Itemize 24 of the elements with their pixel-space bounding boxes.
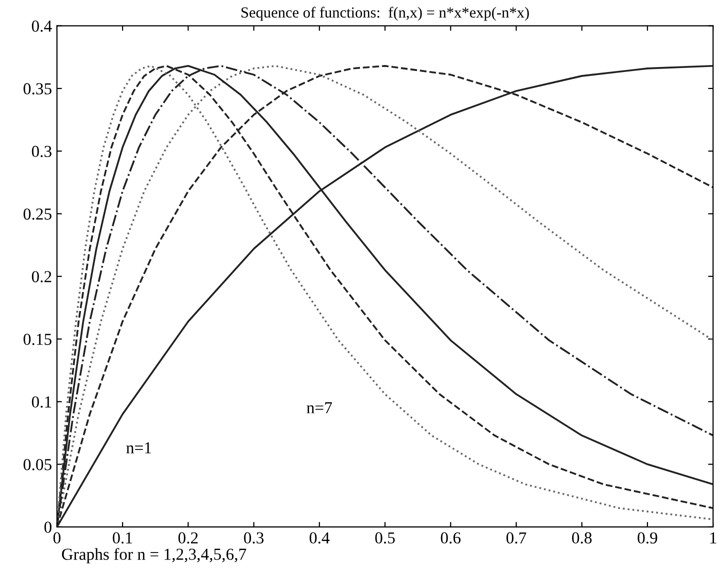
x-tick-label: 0 (53, 532, 60, 544)
y-tick-label: 0 (44, 522, 52, 533)
y-tick-label: 0.35 (24, 83, 52, 94)
y-tick-label: 0.4 (32, 20, 52, 32)
x-tick-label: 0.6 (440, 532, 461, 544)
x-tick-label: 0.4 (310, 532, 330, 544)
y-tick-label: 0.1 (32, 396, 52, 408)
y-tick-label: 0.15 (24, 334, 52, 346)
x-tick-label: 0.9 (638, 532, 658, 544)
y-tick-label: 0.3 (32, 146, 52, 158)
x-tick-label: 1 (710, 532, 716, 544)
y-tick-label: 0.2 (32, 271, 52, 282)
annotation: n=1 (126, 442, 152, 454)
x-tick-label: 0.2 (178, 532, 198, 544)
chart-title: Sequence of functions: f(n,x) = n*x*exp(-n*x) (242, 6, 529, 21)
x-tick-label: 0.8 (572, 532, 592, 544)
x-tick-label: 0.3 (244, 532, 264, 544)
y-tick-label: 0.05 (24, 458, 52, 470)
x-tick-label: 0.1 (112, 532, 132, 544)
x-tick-label: 0.7 (506, 532, 526, 544)
y-tick-label: 0.25 (24, 208, 52, 220)
text: Graphs for n = 1,2,3,4,5,6,7 (62, 548, 246, 564)
x-tick-label: 0.5 (375, 532, 395, 544)
annotation: n=7 (306, 402, 332, 414)
